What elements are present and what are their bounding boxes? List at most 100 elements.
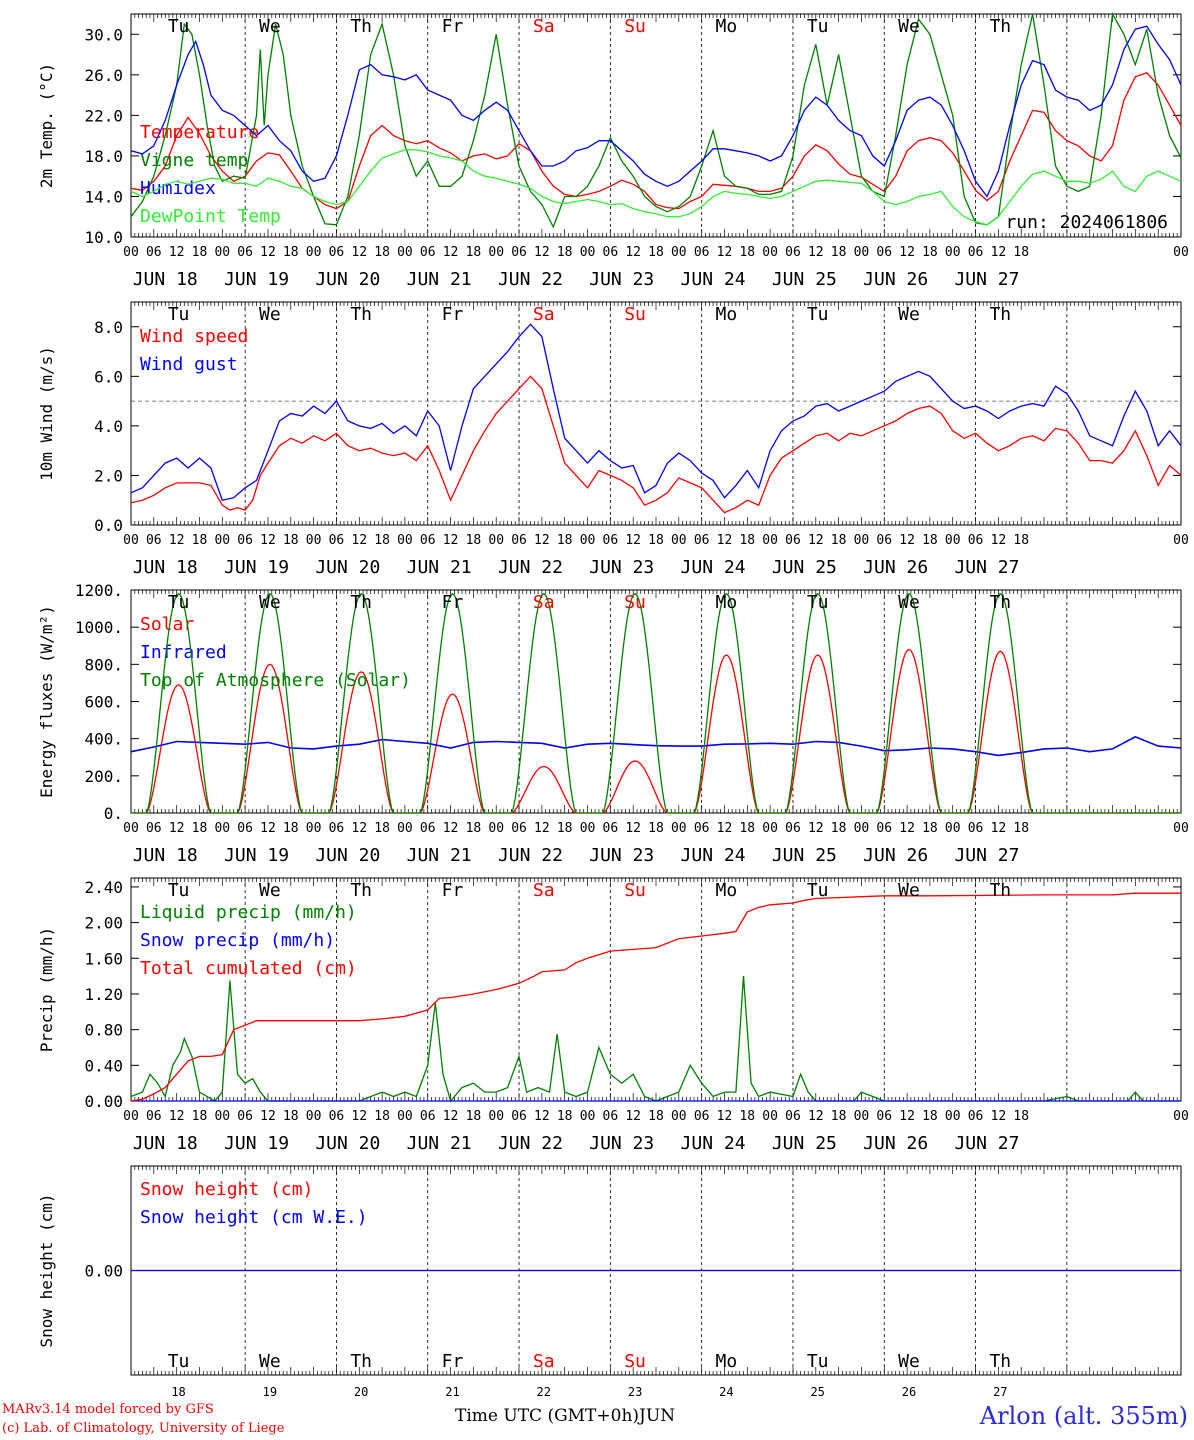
hour-label: 18 <box>557 821 573 836</box>
weekday-label: Th <box>989 880 1011 901</box>
panel-temp: 10.0 14.0 18.0 22.0 26.0 30.0 2m Temp. (°C) Tem… <box>37 11 1189 290</box>
hour-label: 18 <box>922 821 938 836</box>
date-label: JUN 20 <box>315 269 380 290</box>
hour-label: 18 <box>283 1109 299 1124</box>
hour-label: 06 <box>603 533 619 548</box>
hour-label: 18 <box>466 1109 482 1124</box>
x-axis-title: Time UTC (GMT+0h)JUN <box>455 1406 676 1426</box>
hour-label: 12 <box>899 1109 915 1124</box>
y-tick-label: 0.0 <box>94 516 123 535</box>
legend-entry: Liquid precip (mm/h) <box>140 902 357 923</box>
date-label: JUN 24 <box>681 1133 746 1154</box>
hour-label: 06 <box>968 245 984 260</box>
hour-label: 12 <box>991 245 1007 260</box>
hour-label: 06 <box>511 533 527 548</box>
hour-label: 18 <box>739 245 755 260</box>
hour-label: 18 <box>831 245 847 260</box>
y-tick-label: 400. <box>84 730 123 749</box>
hour-label: 12 <box>717 821 733 836</box>
date-label: JUN 27 <box>954 1133 1019 1154</box>
weekday-label: Fr <box>442 880 464 901</box>
day-number-label: 20 <box>354 1385 368 1399</box>
hour-label: 00 <box>488 533 504 548</box>
hour-label: 12 <box>169 821 185 836</box>
hour-label: 12 <box>808 1109 824 1124</box>
day-number-label: 21 <box>445 1385 459 1399</box>
hour-label: 00 <box>397 1109 413 1124</box>
hour-label: 12 <box>351 821 367 836</box>
hour-label: 06 <box>329 1109 345 1124</box>
date-label: JUN 22 <box>498 1133 563 1154</box>
hour-label: 06 <box>968 821 984 836</box>
y-tick-label: 800. <box>84 655 123 674</box>
hour-label: 00 <box>580 533 596 548</box>
hour-label: 18 <box>192 821 208 836</box>
legend-entry: Humidex <box>140 178 216 199</box>
weekday-label: Sa <box>533 304 555 325</box>
day-number-label: 24 <box>719 1385 733 1399</box>
hour-label: 00 <box>306 1109 322 1124</box>
date-label: JUN 26 <box>863 269 928 290</box>
hour-label: 00 <box>671 1109 687 1124</box>
hour-label: 12 <box>717 533 733 548</box>
weekday-label: Tu <box>168 304 190 325</box>
hour-label: 00 <box>671 821 687 836</box>
date-label: JUN 19 <box>224 1133 289 1154</box>
hour-label: 18 <box>283 245 299 260</box>
hour-label: 06 <box>146 245 162 260</box>
y-tick-label: 200. <box>84 767 123 786</box>
weekday-label: Fr <box>442 304 464 325</box>
date-label: JUN 25 <box>772 1133 837 1154</box>
weekday-label: Mo <box>716 16 738 37</box>
y-tick-label: 14.0 <box>84 187 123 206</box>
hour-label: 06 <box>420 533 436 548</box>
hour-label: 00 <box>580 1109 596 1124</box>
hour-label: 00 <box>488 1109 504 1124</box>
hour-label: 00 <box>306 533 322 548</box>
hour-label: 18 <box>374 1109 390 1124</box>
hour-label: 18 <box>648 533 664 548</box>
hour-label: 00 <box>123 245 139 260</box>
hour-label: 18 <box>648 245 664 260</box>
hour-label: 06 <box>785 821 801 836</box>
legend-entry: Wind gust <box>140 354 238 375</box>
date-label: JUN 20 <box>315 557 380 578</box>
run-label: run: 2024061806 <box>1005 212 1168 233</box>
panel-frame <box>130 13 1182 238</box>
legend-entry: Solar <box>140 614 194 635</box>
weekday-label: Fr <box>442 16 464 37</box>
hour-label: 00 <box>214 821 230 836</box>
hour-label: 06 <box>968 1109 984 1124</box>
weekday-label: Mo <box>716 304 738 325</box>
date-label: JUN 27 <box>954 269 1019 290</box>
series-line-wind-gust <box>130 323 1182 501</box>
hour-label: 12 <box>260 821 276 836</box>
hour-label: 12 <box>260 1109 276 1124</box>
hour-label: 12 <box>717 1109 733 1124</box>
panel-energy: 0. 200. 400. 600. 800. 1000. 1200. Energy fluxe… <box>37 581 1189 866</box>
hour-label: 00 <box>397 245 413 260</box>
hour-label: 06 <box>146 1109 162 1124</box>
y-tick-label: 4.0 <box>94 417 123 436</box>
hour-label: 12 <box>351 533 367 548</box>
weekday-label: Tu <box>168 16 190 37</box>
hour-label: 18 <box>557 1109 573 1124</box>
hour-label: 06 <box>876 821 892 836</box>
date-label: JUN 19 <box>224 845 289 866</box>
hour-label: 12 <box>443 533 459 548</box>
weekday-label: Su <box>624 880 646 901</box>
date-label: JUN 21 <box>407 557 472 578</box>
day-number-label: 19 <box>263 1385 277 1399</box>
hour-label: 00 <box>580 821 596 836</box>
weekday-label: We <box>259 304 281 325</box>
panel-frame <box>130 301 1182 526</box>
hour-label: 18 <box>1013 245 1029 260</box>
hour-label: 06 <box>237 245 253 260</box>
hour-label: 06 <box>237 1109 253 1124</box>
y-tick-label: 0. <box>104 804 123 823</box>
y-tick-label: 0.40 <box>84 1056 123 1075</box>
hour-label: 18 <box>922 245 938 260</box>
hour-label: 06 <box>146 533 162 548</box>
y-axis-label: 2m Temp. (°C) <box>37 63 56 188</box>
weekday-label: We <box>898 592 920 613</box>
